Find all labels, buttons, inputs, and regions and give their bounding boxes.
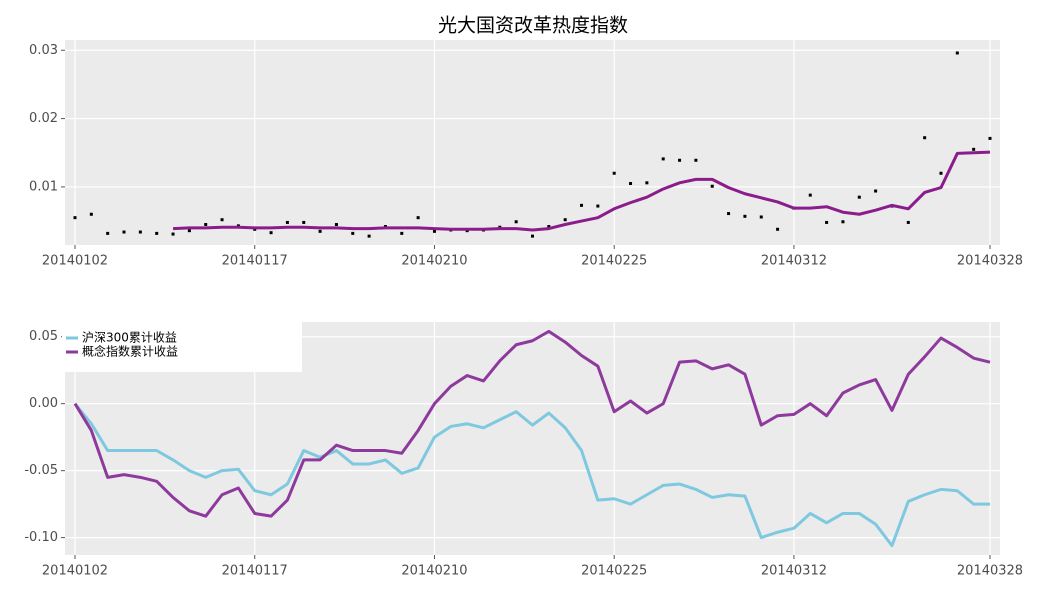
y-tick-label: 0.00 xyxy=(29,396,58,411)
point xyxy=(155,231,159,235)
point xyxy=(171,232,175,236)
point xyxy=(400,231,404,235)
x-tick-label: 20140328 xyxy=(957,254,1023,269)
y-tick-label: 0.02 xyxy=(29,111,58,126)
point xyxy=(531,234,534,238)
x-tick-label: 20140225 xyxy=(581,564,647,579)
point xyxy=(612,171,616,175)
x-tick-label: 20140210 xyxy=(401,564,467,579)
point xyxy=(939,171,943,175)
x-tick-label: 20140312 xyxy=(761,254,827,269)
point xyxy=(138,230,142,234)
point xyxy=(302,220,306,224)
x-tick-label: 20140225 xyxy=(581,254,647,269)
point xyxy=(972,147,976,151)
point xyxy=(776,227,780,231)
point xyxy=(563,218,567,222)
point xyxy=(661,157,665,161)
point xyxy=(334,223,338,226)
point xyxy=(825,220,829,224)
x-tick-label: 20140102 xyxy=(42,564,108,579)
x-tick-label: 20140102 xyxy=(42,254,108,269)
point xyxy=(906,220,910,224)
point xyxy=(269,231,273,235)
plot-background xyxy=(65,40,1000,245)
point xyxy=(923,136,927,140)
line xyxy=(172,150,991,232)
point xyxy=(629,182,633,185)
point xyxy=(710,184,714,188)
y-tick-label: -0.05 xyxy=(24,463,58,478)
x-tick-label: 20140312 xyxy=(761,564,827,579)
point xyxy=(432,229,436,233)
point xyxy=(743,214,747,218)
point xyxy=(204,223,208,226)
point xyxy=(547,225,551,229)
line xyxy=(73,402,990,548)
x-tick-label: 20140117 xyxy=(222,564,288,579)
y-tick-label: -0.10 xyxy=(24,530,58,545)
point xyxy=(955,51,959,55)
point xyxy=(596,204,600,208)
point xyxy=(187,229,191,233)
x-tick-label: 20140210 xyxy=(401,254,467,269)
point xyxy=(580,203,584,207)
line xyxy=(73,329,991,518)
point xyxy=(808,193,812,197)
x-tick-label: 20140117 xyxy=(222,254,288,269)
point xyxy=(220,218,224,222)
point xyxy=(857,195,861,199)
y-tick-label: 0.01 xyxy=(29,179,58,194)
point xyxy=(122,230,126,234)
point xyxy=(318,229,322,233)
legend-box xyxy=(62,322,302,372)
point xyxy=(416,216,420,220)
y-tick-label: 0.03 xyxy=(29,43,58,58)
point xyxy=(89,212,93,216)
point xyxy=(73,216,77,220)
point xyxy=(351,231,355,235)
chart-title: 光大国资改革热度指数 xyxy=(438,15,628,37)
y-tick-label: 0.05 xyxy=(29,329,58,344)
point xyxy=(367,234,371,238)
legend-label: 概念指数累计收益 xyxy=(82,344,178,359)
point xyxy=(694,158,698,162)
point xyxy=(727,212,731,216)
point xyxy=(874,189,878,193)
point xyxy=(106,231,110,235)
point xyxy=(678,158,682,162)
point xyxy=(514,220,518,224)
point xyxy=(285,220,289,224)
x-tick-label: 20140328 xyxy=(957,564,1023,579)
point xyxy=(841,220,845,224)
point xyxy=(988,136,992,140)
point xyxy=(759,215,763,219)
point xyxy=(645,181,649,185)
legend-label: 沪深300累计收益 xyxy=(82,331,177,345)
